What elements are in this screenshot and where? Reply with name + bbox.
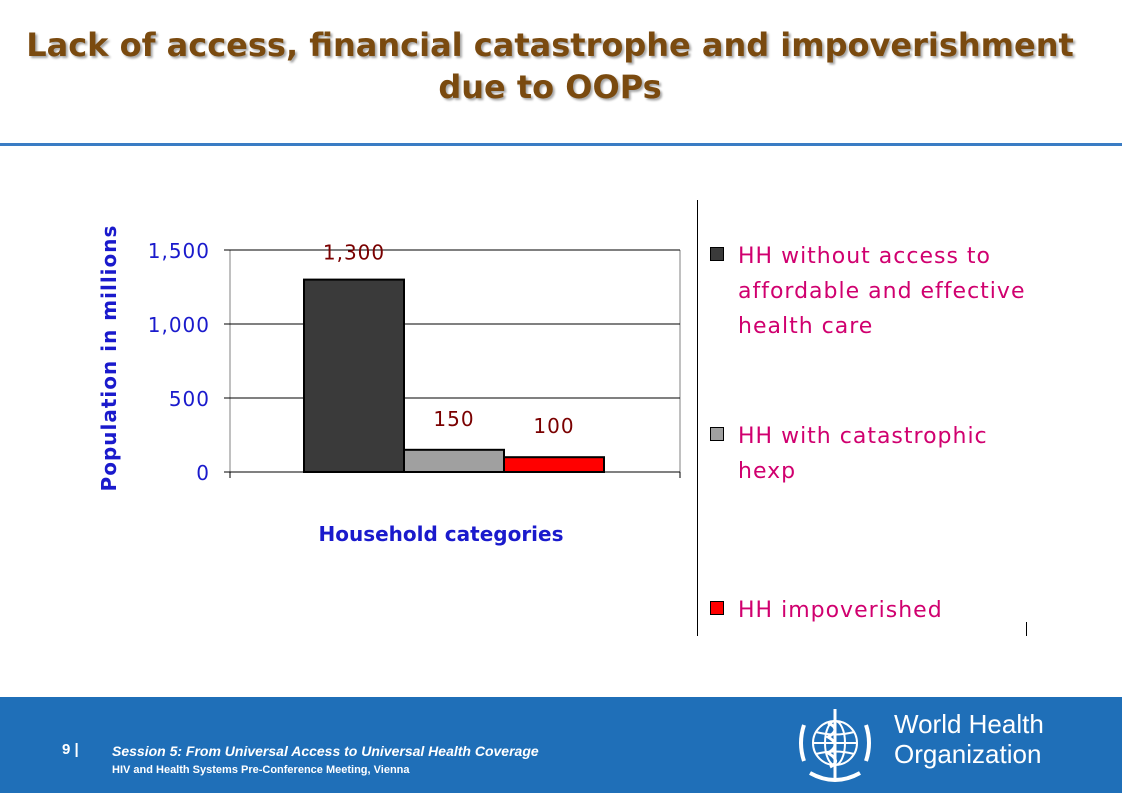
legend-label: HH without access to affordable and effe… <box>738 244 1026 339</box>
y-tick-label: 500 <box>169 387 210 411</box>
data-label: 1,300 <box>323 241 385 265</box>
legend-left-border <box>697 200 698 636</box>
slide-title-line-1: Lack of access, financial catastrophe an… <box>26 26 1074 64</box>
y-tick-label: 1,500 <box>148 239 210 263</box>
legend-swatch <box>710 247 724 261</box>
bar <box>403 448 505 473</box>
y-tick-label: 1,000 <box>148 313 210 337</box>
y-tick-label: 0 <box>196 461 210 485</box>
org-name-line-1: World Health <box>894 709 1044 739</box>
x-axis-title: Household categories <box>318 522 563 546</box>
footer-bar: 9 | Session 5: From Universal Access to … <box>0 697 1122 793</box>
data-label: 150 <box>433 407 474 431</box>
slide-title: Lack of access, financial catastrophe an… <box>0 24 1100 108</box>
legend-swatch <box>710 427 724 441</box>
slide-title-line-2: due to OOPs <box>438 68 662 106</box>
page-number: 9 | <box>62 741 79 758</box>
legend-label: HH impoverished <box>738 598 943 623</box>
session-text: Session 5: From Universal Access to Univ… <box>112 743 539 759</box>
data-label: 100 <box>533 414 574 438</box>
bar-chart: 0 500 1,000 1,500 1,300 150 100 Population in … <box>97 225 681 546</box>
bar <box>503 456 605 474</box>
meeting-text: HIV and Health Systems Pre-Conference Me… <box>112 764 410 776</box>
bar <box>303 278 405 473</box>
legend-label: HH with catastrophic hexp <box>738 424 988 484</box>
org-name-line-2: Organization <box>894 739 1042 769</box>
legend-right-tick <box>1026 622 1027 636</box>
who-org-name: World Health Organization <box>894 709 1044 769</box>
legend-swatch <box>710 601 724 615</box>
title-divider <box>0 143 1122 146</box>
who-emblem-icon <box>799 709 871 782</box>
y-axis-title: Population in millions <box>97 225 121 492</box>
